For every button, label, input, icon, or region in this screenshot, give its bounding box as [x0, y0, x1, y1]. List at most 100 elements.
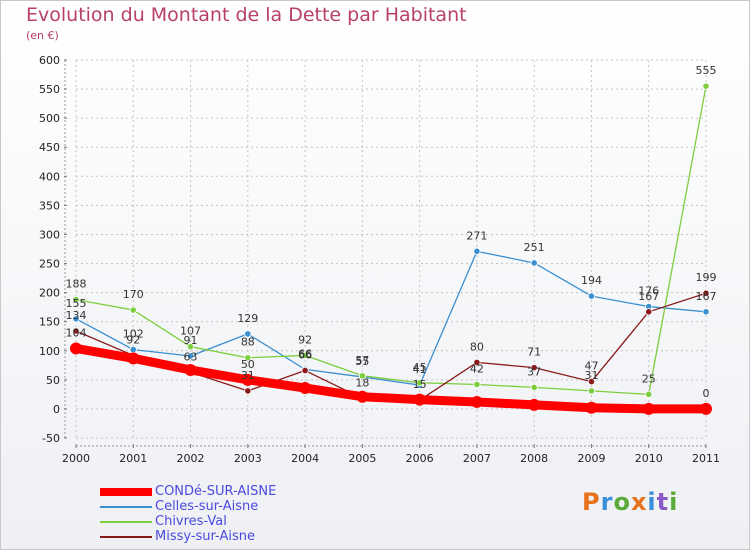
logo-letter: x	[630, 488, 648, 516]
x-tick-2008: 2008	[520, 452, 548, 465]
point-celles-sur-aisne-2002	[186, 352, 195, 360]
point-chivres-val-2004	[301, 351, 309, 360]
logo-letter: P	[582, 488, 601, 516]
legend-swatch	[100, 488, 152, 496]
legend: CONDé-SUR-AISNE Celles-sur-Aisne Chivres-V…	[100, 484, 360, 544]
legend-item-missy-sur-aisne: Missy-sur-Aisne	[100, 529, 360, 544]
y-tick-200: 200	[39, 287, 60, 300]
y-tick-550: 550	[39, 83, 60, 96]
data-label-missy-sur-aisne-2006: 15	[413, 378, 427, 391]
point-cond-sur-aisne-2005	[356, 390, 369, 403]
logo-letter: i	[669, 488, 679, 516]
legend-label: CONDé-SUR-AISNE	[155, 484, 277, 499]
data-label-missy-sur-aisne-2008: 71	[527, 346, 541, 359]
data-label-chivres-val-2008: 37	[527, 365, 541, 378]
point-missy-sur-aisne-2008	[530, 364, 538, 372]
point-chivres-val-2010	[645, 390, 653, 398]
logo-letter: o	[613, 488, 631, 516]
data-label-chivres-val-2004: 92	[298, 333, 312, 346]
logo-letter: r	[600, 488, 614, 516]
x-tick-2006: 2006	[406, 452, 434, 465]
legend-label: Missy-sur-Aisne	[155, 529, 255, 544]
x-tick-2000: 2000	[62, 452, 90, 465]
legend-item-chivres-val: Chivres-Val	[100, 514, 360, 529]
point-celles-sur-aisne-2007	[473, 247, 481, 255]
data-label-cond-sur-aisne-2000: 104	[66, 326, 87, 339]
data-label-chivres-val-2005: 57	[355, 354, 369, 367]
x-axis-ticks: 2000 2001 2002 2003 2004 2005 2006 2007 2008 2009…	[62, 444, 720, 465]
point-cond-sur-aisne-2000	[70, 342, 82, 355]
point-chivres-val-2009	[587, 387, 596, 395]
y-axis-ticks: -50 0 50 100 150 200 250 300 350 400 450 500 550 600	[39, 54, 67, 445]
data-label-celles-sur-aisne-2004: 66	[298, 347, 312, 360]
y-tick-50: 50	[46, 374, 60, 387]
point-chivres-val-2006	[416, 379, 424, 387]
logo-letter: t	[656, 488, 670, 516]
y-tick--50: -50	[42, 432, 60, 445]
data-label-missy-sur-aisne-2011: 199	[696, 271, 717, 284]
x-tick-2005: 2005	[348, 452, 376, 465]
legend-label: Celles-sur-Aisne	[155, 499, 259, 514]
data-label-celles-sur-aisne-2006: 41	[413, 363, 427, 376]
series-lines	[70, 82, 712, 415]
data-label-celles-sur-aisne-2007: 271	[466, 229, 487, 242]
point-chivres-val-2000	[72, 295, 80, 304]
legend-swatch	[100, 521, 152, 523]
series-line-celles-sur-aisne	[75, 250, 707, 386]
point-cond-sur-aisne-2008	[528, 398, 541, 411]
point-cond-sur-aisne-2003	[241, 373, 254, 386]
point-cond-sur-aisne-2004	[299, 381, 312, 394]
data-label-missy-sur-aisne-2000: 134	[66, 309, 87, 322]
data-label-chivres-val-2011: 555	[696, 64, 717, 77]
point-missy-sur-aisne-2003	[244, 387, 252, 395]
point-chivres-val-2008	[530, 383, 538, 392]
data-label-celles-sur-aisne-2001: 102	[123, 328, 144, 341]
point-chivres-val-2007	[473, 380, 481, 389]
data-label-chivres-val-2003: 88	[241, 336, 255, 349]
point-cond-sur-aisne-2001	[127, 352, 140, 365]
data-label-chivres-val-2001: 170	[123, 288, 144, 301]
y-tick-150: 150	[39, 316, 60, 329]
data-label-celles-sur-aisne-2003: 129	[237, 312, 258, 325]
y-tick-450: 450	[39, 141, 60, 154]
data-label-chivres-val-2002: 107	[180, 325, 201, 338]
data-label-missy-sur-aisne-2003: 31	[241, 369, 255, 382]
x-tick-2003: 2003	[234, 452, 262, 465]
data-label-chivres-val-2007: 42	[470, 362, 484, 375]
legend-item-cond-sur-aisne: CONDé-SUR-AISNE	[100, 484, 360, 499]
series-line-cond-sur-aisne	[71, 343, 711, 414]
y-tick-300: 300	[39, 228, 60, 241]
point-celles-sur-aisne-2011	[702, 308, 710, 316]
data-label-celles-sur-aisne-2002: 91	[184, 334, 198, 347]
x-tick-2007: 2007	[463, 452, 491, 465]
point-cond-sur-aisne-2010	[642, 402, 655, 415]
data-label-missy-sur-aisne-2010: 167	[638, 290, 659, 303]
legend-swatch	[100, 536, 152, 538]
point-celles-sur-aisne-2000	[72, 315, 80, 323]
point-cond-sur-aisne-2006	[413, 393, 426, 406]
legend-item-celles-sur-aisne: Celles-sur-Aisne	[100, 499, 360, 514]
y-tick-350: 350	[39, 199, 60, 212]
data-label-chivres-val-2000: 188	[66, 278, 87, 291]
y-tick-250: 250	[39, 258, 60, 271]
data-label-celles-sur-aisne-2010: 176	[638, 285, 659, 298]
point-missy-sur-aisne-2010	[645, 308, 653, 316]
x-tick-2011: 2011	[692, 452, 720, 465]
data-label-missy-sur-aisne-2001: 92	[126, 333, 140, 346]
logo-letter: i	[647, 488, 657, 516]
point-chivres-val-2011	[702, 82, 710, 90]
series-line-chivres-val	[75, 85, 707, 396]
y-tick-0: 0	[53, 403, 60, 416]
point-cond-sur-aisne-2007	[470, 395, 483, 408]
point-chivres-val-2002	[186, 343, 195, 351]
point-celles-sur-aisne-2009	[587, 292, 596, 300]
point-missy-sur-aisne-2000	[72, 327, 80, 335]
data-label-celles-sur-aisne-2011: 167	[696, 290, 717, 303]
y-tick-100: 100	[39, 345, 60, 358]
data-label-celles-sur-aisne-2009: 194	[581, 274, 602, 287]
point-celles-sur-aisne-2003	[244, 330, 252, 338]
point-missy-sur-aisne-2004	[301, 366, 309, 375]
